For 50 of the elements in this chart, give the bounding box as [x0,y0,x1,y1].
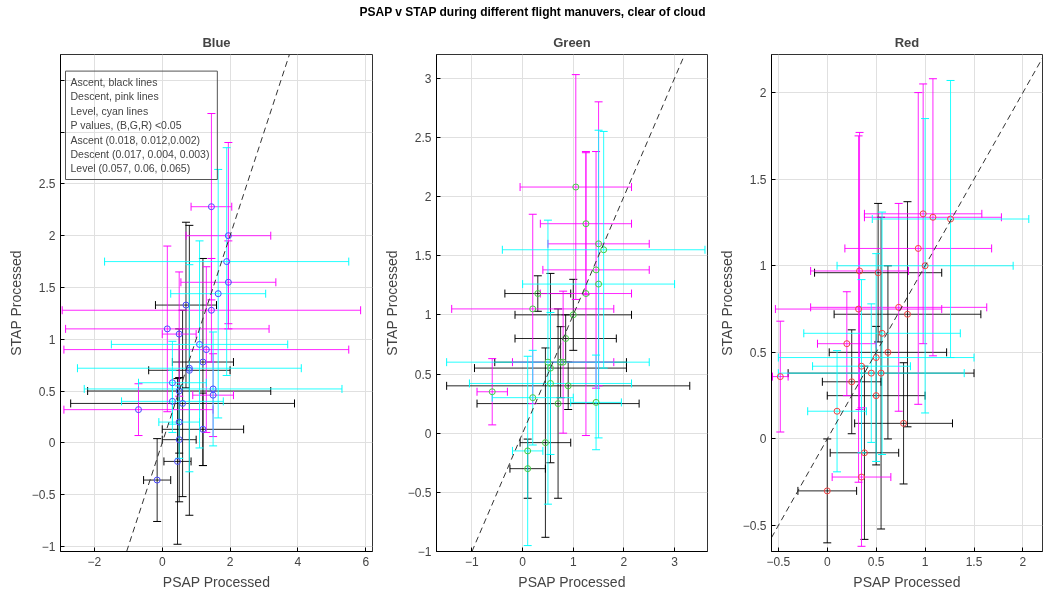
y-tick-label: −1 [41,539,56,554]
y-tick-label: 1.5 [414,249,432,264]
x-tick-label: 2 [620,554,628,569]
y-tick-label: 0.5 [749,345,767,360]
y-tick-label: −1 [417,545,432,559]
x-tick-label: 4 [294,554,302,569]
chart-title: Green [553,34,591,50]
y-tick-label: 0.5 [414,367,432,382]
x-tick-label: 6 [362,554,370,569]
y-tick-label: 1.5 [749,172,767,187]
x-axis-title: PSAP Processed [162,573,270,590]
x-axis-title: PSAP Processed [518,573,626,590]
y-tick-label: 2.5 [38,177,56,192]
y-tick-label: 0 [48,436,56,451]
y-tick-label: 2 [759,86,767,101]
y-tick-label: −0.5 [31,488,56,503]
y-tick-label: 2 [424,190,432,204]
x-tick-label: 2 [226,554,234,569]
x-tick-label: 2 [1019,554,1027,569]
annotation: Ascent, black lines Descent, pink lines Level, cyan lines [70,76,159,117]
y-tick-label: 0 [759,432,767,447]
y-tick-label: −0.5 [407,485,432,500]
annotation: P values, (B,G,R) <0.05 Ascent (0.018, 0.012,0.002) Descent (0.017, 0.004, 0.003) Level (0.057, 0.06, 0.065) [70,119,210,175]
x-tick-label: 0.5 [867,554,885,569]
x-tick-label: 0 [519,554,527,569]
y-tick-label: 2.5 [414,130,432,145]
y-tick-label: 1 [424,308,432,323]
y-tick-label: 1.5 [38,280,56,295]
y-tick-label: 0.5 [38,384,56,399]
y-tick-label: 1 [759,259,767,274]
y-tick-label: −0.5 [742,519,767,534]
chart-title: Blue [202,34,231,50]
x-tick-label: 1 [569,554,577,569]
x-tick-label: 1 [921,554,929,569]
x-tick-label: 1.5 [965,554,983,569]
y-axis-title: STAP Processed [7,250,24,356]
y-tick-label: 0 [424,426,432,441]
y-tick-label: 2 [48,229,56,244]
y-tick-label: 3 [424,71,432,86]
x-tick-label: 3 [671,554,679,569]
x-tick-label: 0 [158,554,166,569]
x-axis-title: PSAP Processed [853,573,961,590]
y-axis-title: STAP Processed [718,250,735,356]
x-tick-label: 0 [823,554,831,569]
y-axis-title: STAP Processed [383,250,400,356]
chart-title: Red [894,34,920,50]
x-tick-label: −1 [465,554,480,569]
y-tick-label: 1 [48,332,56,347]
x-tick-label: −2 [87,554,102,569]
text: PSAP v STAP during different flight manuvers, clear of cloud [359,4,706,21]
